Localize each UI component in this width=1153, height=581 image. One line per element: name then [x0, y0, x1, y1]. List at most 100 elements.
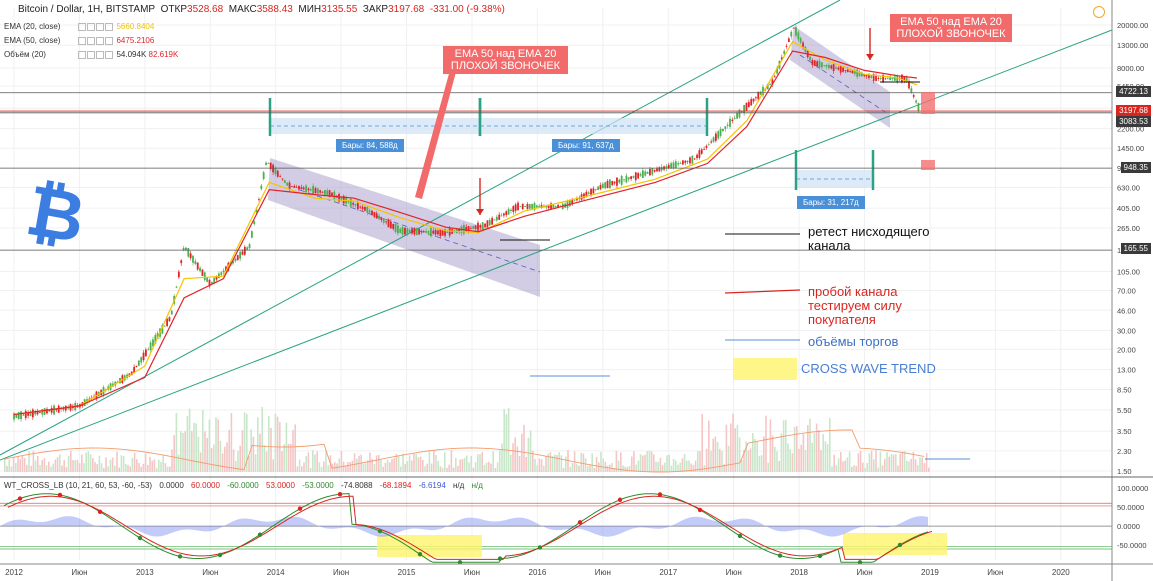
volume-bar — [657, 461, 659, 472]
candle-body — [865, 74, 868, 77]
candle-body — [13, 413, 15, 420]
volume-bar — [263, 445, 266, 472]
volume-bar — [507, 408, 510, 472]
volume-bar — [620, 452, 622, 472]
candle-body — [672, 162, 675, 169]
high-value: 3588.43 — [256, 4, 293, 15]
candle-body — [693, 158, 696, 160]
wt-v7: -6.6194 — [418, 481, 446, 490]
candle-body — [528, 204, 531, 209]
wt-cross-dot — [697, 507, 703, 513]
candle-body — [269, 162, 272, 169]
candle-body — [302, 187, 305, 190]
candle-body — [893, 76, 896, 81]
wt-cross-dot — [497, 556, 503, 561]
legend-ema20[interactable]: EMA (20, close) 5660.8404 — [4, 22, 154, 31]
more-icon[interactable] — [105, 22, 114, 31]
legend-volume[interactable]: Объём (20) 54.094K 82.619K — [4, 50, 178, 59]
volume-bar — [21, 455, 24, 472]
volume-bar — [523, 424, 525, 472]
candle-body — [17, 412, 20, 419]
wt-cross-dot — [137, 535, 143, 541]
volume-bar — [446, 467, 448, 472]
volume-bar — [369, 452, 371, 472]
volume-bar — [268, 415, 270, 472]
volume-bar — [243, 412, 246, 472]
candle-body — [917, 102, 920, 112]
volume-bar — [802, 434, 805, 472]
more-icon[interactable] — [105, 36, 114, 45]
volume-bar — [457, 465, 459, 472]
red-arrow-head — [476, 209, 484, 215]
candle-body — [373, 212, 376, 217]
volume-bar — [404, 463, 406, 472]
candle-body — [762, 86, 764, 96]
candle-body — [29, 411, 32, 416]
volume-bar — [276, 416, 279, 472]
settings-icon[interactable] — [87, 50, 96, 59]
candle-body — [274, 168, 277, 175]
candle-body — [535, 205, 538, 208]
clock-icon[interactable] — [1093, 6, 1105, 18]
callout-line-1: EMA 50 над EMA 20 — [900, 16, 1002, 28]
volume-bar — [171, 449, 173, 472]
candle-body — [554, 206, 557, 207]
candle-body — [790, 31, 793, 37]
volume-bar — [202, 410, 204, 472]
wt-cross-dot — [257, 532, 263, 537]
eye-icon[interactable] — [78, 50, 87, 59]
candle-body — [248, 244, 251, 249]
volume-bar — [459, 459, 461, 472]
volume-bar — [906, 460, 908, 472]
candle-body — [644, 171, 647, 176]
volume-bar — [890, 454, 893, 472]
candle-body — [493, 219, 496, 221]
candle-body — [653, 169, 656, 172]
candle-body — [375, 213, 378, 219]
legend-ema50[interactable]: EMA (50, close) 6475.2106 — [4, 36, 154, 45]
volume-bar — [774, 446, 776, 472]
close-icon[interactable] — [96, 22, 105, 31]
candle-body — [698, 150, 701, 158]
volume-bar — [4, 459, 6, 472]
note-breakout: пробой канала тестируем силу покупателя — [808, 284, 902, 327]
volume-bar — [901, 451, 904, 472]
volume-bar — [857, 453, 860, 472]
more-icon[interactable] — [105, 50, 114, 59]
settings-icon[interactable] — [87, 22, 96, 31]
volume-bar — [415, 453, 417, 472]
eye-icon[interactable] — [78, 22, 87, 31]
volume-bar — [175, 412, 178, 472]
volume-bar — [763, 436, 765, 472]
wt-legend[interactable]: WT_CROSS_LB (10, 21, 60, 53, -60, -53) 0… — [4, 481, 488, 490]
volume-bar — [210, 447, 213, 472]
volume-bar — [672, 458, 675, 472]
volume-bar — [417, 457, 420, 472]
candle-body — [818, 60, 821, 68]
candle-body — [241, 251, 244, 255]
candle-body — [418, 228, 421, 235]
legend-ema50-label: EMA (50, close) — [4, 36, 61, 45]
candle-body — [538, 205, 541, 207]
candle-body — [137, 360, 140, 366]
volume-bar — [433, 450, 435, 472]
close-icon[interactable] — [96, 50, 105, 59]
volume-bar — [131, 458, 134, 472]
volume-bar — [732, 413, 734, 472]
volume-bar — [419, 456, 422, 472]
candle-body — [437, 230, 439, 235]
price-tag-4722: 4722.13 — [1116, 86, 1151, 97]
volume-bar — [191, 431, 193, 472]
volume-bar — [829, 417, 831, 472]
volume-bar — [19, 459, 21, 472]
settings-icon[interactable] — [87, 36, 96, 45]
candle-body — [166, 318, 168, 327]
volume-bar — [589, 465, 591, 472]
candle-body — [597, 186, 600, 191]
volume-bar — [158, 459, 160, 472]
volume-bar — [752, 433, 754, 472]
close-icon[interactable] — [96, 36, 105, 45]
y-tick-label: 70.00 — [1117, 287, 1136, 296]
eye-icon[interactable] — [78, 36, 87, 45]
